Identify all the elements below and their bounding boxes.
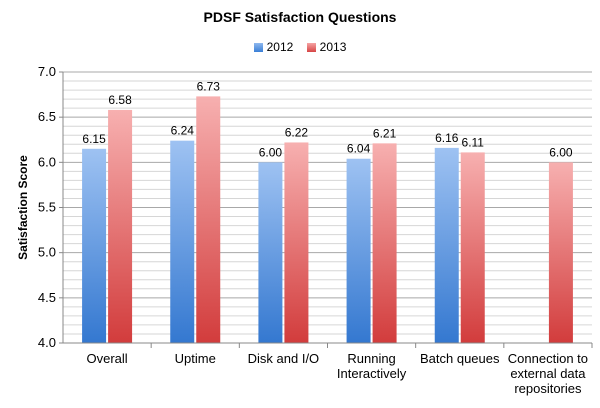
y-tick-label: 4.5: [38, 290, 56, 305]
y-tick-label: 6.5: [38, 109, 56, 124]
data-label-2012: 6.04: [347, 142, 371, 156]
y-tick-label: 4.0: [38, 335, 56, 350]
legend-label-2013: 2013: [319, 40, 347, 55]
legend-label-2012: 2012: [266, 40, 294, 55]
bar-2013: [284, 142, 309, 343]
y-tick-label: 5.0: [38, 245, 56, 260]
legend: 2012 2013: [0, 39, 600, 54]
bar-2013: [196, 96, 221, 343]
data-label-2013: 6.00: [549, 145, 573, 159]
x-tick-label: Uptime: [175, 351, 216, 366]
bar-2012: [346, 158, 371, 343]
bar-2013: [548, 162, 573, 343]
bar-2012: [170, 140, 195, 343]
y-tick-label: 5.5: [38, 200, 56, 215]
bar-2012: [434, 147, 459, 343]
y-tick-label: 6.0: [38, 154, 56, 169]
legend-swatch-2013: [306, 42, 316, 52]
x-tick-label: Disk and I/O: [248, 351, 320, 366]
x-tick-label: Running Interactively: [337, 351, 407, 381]
data-label-2013: 6.58: [108, 93, 132, 107]
x-tick-label: Overall: [86, 351, 127, 366]
bar-2013: [372, 143, 397, 343]
data-label-2013: 6.22: [285, 125, 309, 139]
chart-title: PDSF Satisfaction Questions: [203, 9, 397, 25]
data-label-2012: 6.00: [259, 145, 283, 159]
data-label-2013: 6.11: [462, 135, 485, 149]
legend-swatch-2012: [253, 42, 263, 52]
y-axis-title: Satisfaction Score: [16, 155, 30, 260]
data-label-2012: 6.15: [82, 132, 106, 146]
data-label-2012: 6.16: [435, 131, 459, 145]
data-label-2013: 6.21: [373, 126, 397, 140]
legend-item-2013: 2013: [306, 39, 347, 55]
bar-2013: [460, 152, 485, 343]
data-label-2013: 6.73: [197, 79, 221, 93]
bar-2013: [108, 109, 133, 343]
x-tick-label: Batch queues: [420, 351, 500, 366]
y-tick-label: 7.0: [38, 64, 56, 79]
x-tick-label: Connection to external data repositories: [508, 351, 588, 396]
bar-2012: [82, 148, 107, 343]
legend-item-2012: 2012: [253, 39, 294, 55]
bar-2012: [258, 162, 283, 343]
data-label-2012: 6.24: [171, 124, 195, 138]
